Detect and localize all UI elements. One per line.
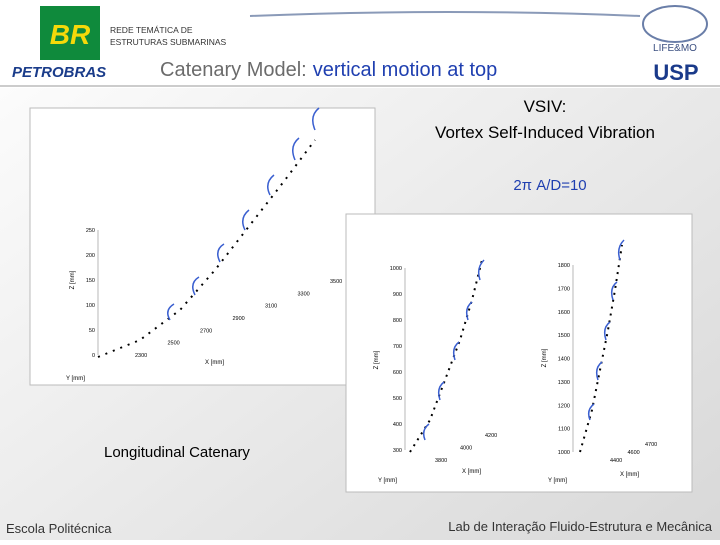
vibration-envelope — [422, 259, 485, 441]
vibration-envelope — [587, 239, 625, 421]
x-tick-label: 2700 — [200, 328, 212, 334]
x-tick-label: 4200 — [485, 433, 497, 439]
logo-right-text: LIFE&MO — [653, 43, 697, 54]
x-tick-label: 3300 — [298, 291, 310, 297]
x-tick-label: 4000 — [460, 446, 472, 452]
header-swoosh — [249, 11, 641, 17]
z-tick-label: 150 — [86, 278, 95, 284]
z-tick-label: 1000 — [558, 450, 570, 456]
riser-curve — [579, 244, 623, 453]
z-axis-label: Z [mm] — [70, 270, 76, 289]
z-tick-label: 1800 — [558, 263, 570, 269]
z-axis-label: Z [mm] — [374, 350, 380, 369]
plot-panel — [29, 107, 376, 386]
z-tick-label: 600 — [393, 370, 402, 376]
x-tick-label: 3500 — [330, 279, 342, 285]
x-tick-label: 4600 — [628, 450, 640, 456]
z-tick-label: 500 — [393, 396, 402, 402]
y-axis-label: Y [mm] — [66, 376, 85, 382]
z-tick-label: 1300 — [558, 380, 570, 386]
org-line: ESTRUTURAS SUBMARINAS — [110, 37, 227, 47]
logo-name: PETROBRAS — [12, 64, 106, 81]
z-tick-label: 250 — [86, 228, 95, 234]
z-tick-label: 1500 — [558, 333, 570, 339]
annotation: 2π A/D=10 — [513, 177, 586, 194]
x-axis-label: X [mm] — [620, 472, 639, 478]
z-tick-label: 1000 — [390, 266, 402, 272]
x-axis-label: X [mm] — [462, 469, 481, 475]
vibration-envelope — [167, 107, 320, 321]
z-tick-label: 1200 — [558, 403, 570, 409]
z-tick-label: 50 — [89, 328, 95, 334]
z-tick-label: 1100 — [558, 427, 570, 433]
title-highlight: vertical motion at top — [313, 59, 498, 81]
z-tick-label: 700 — [393, 344, 402, 350]
z-tick-label: 300 — [393, 448, 402, 454]
y-axis-label: Y [mm] — [378, 478, 397, 484]
slide-title: Catenary Model: vertical motion at top — [160, 59, 497, 81]
z-tick-label: 200 — [86, 253, 95, 259]
annotation: VSIV: — [524, 97, 567, 116]
logo-box — [40, 6, 100, 60]
z-tick-label: 100 — [86, 303, 95, 309]
footer-left: Escola Politécnica — [6, 521, 112, 536]
org-line: REDE TEMÁTICA DE — [110, 25, 193, 35]
z-tick-label: 0 — [92, 353, 95, 359]
z-tick-label: 900 — [393, 292, 402, 298]
z-axis-label: Z [mm] — [542, 348, 548, 367]
y-axis-label: Y [mm] — [548, 478, 567, 484]
plot-panel — [345, 213, 693, 493]
x-tick-label: 3100 — [265, 304, 277, 310]
footer-right: Lab de Interação Fluido-Estrutura e Mecâ… — [448, 519, 713, 534]
z-tick-label: 1400 — [558, 357, 570, 363]
x-tick-label: 3800 — [435, 458, 447, 464]
title-prefix: Catenary Model: — [160, 59, 307, 81]
annotation: Vortex Self-Induced Vibration — [435, 123, 655, 142]
x-tick-label: 2500 — [168, 341, 180, 347]
x-tick-label: 2300 — [135, 353, 147, 359]
z-tick-label: 1700 — [558, 286, 570, 292]
logo-right-mark — [642, 5, 708, 43]
z-tick-label: 400 — [393, 422, 402, 428]
logo-right2: USP — [653, 60, 698, 85]
z-tick-label: 1600 — [558, 310, 570, 316]
logo-text: BR — [50, 19, 91, 50]
z-tick-label: 800 — [393, 318, 402, 324]
x-tick-label: 4400 — [610, 458, 622, 464]
x-axis-label: X [mm] — [205, 360, 224, 366]
x-tick-label: 4700 — [645, 442, 657, 448]
annotation: Longitudinal Catenary — [104, 444, 250, 461]
x-tick-label: 2900 — [233, 316, 245, 322]
